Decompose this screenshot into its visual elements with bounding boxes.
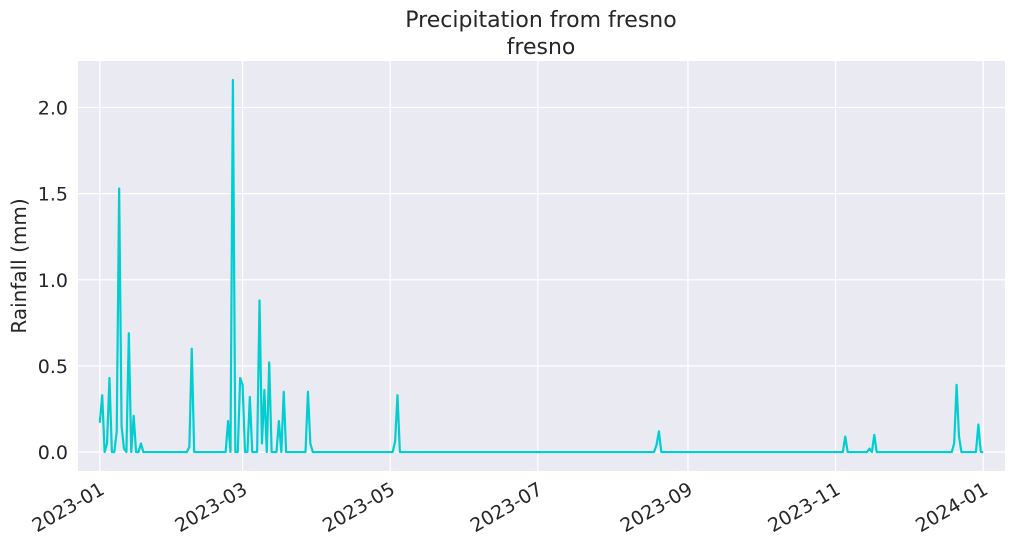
y-tick-label: 0.5 [38, 356, 68, 378]
y-tick-label: 2.0 [38, 98, 68, 120]
chart-title: Precipitation from fresno [405, 8, 676, 33]
y-tick-label: 0.0 [38, 442, 68, 464]
x-tick-label: 2023-11 [764, 478, 844, 537]
precipitation-series-line [98, 78, 984, 454]
x-tick-label: 2023-05 [319, 478, 399, 537]
x-tick-label: 2023-01 [29, 478, 109, 537]
chart-subtitle: fresno [507, 35, 576, 60]
series-lines [98, 78, 984, 454]
y-tick-label: 1.5 [38, 184, 68, 206]
y-axis-label: Rainfall (mm) [7, 198, 31, 333]
plot-background [78, 61, 1005, 471]
y-tick-label: 1.0 [38, 270, 68, 292]
x-tick-label: 2023-07 [467, 478, 547, 537]
x-tick-label: 2023-09 [617, 478, 697, 537]
x-tick-label: 2023-03 [171, 478, 251, 537]
x-tick-label: 2024-01 [912, 478, 992, 537]
